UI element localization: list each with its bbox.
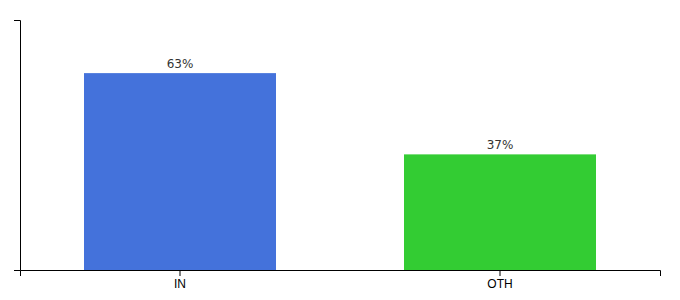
data-labels: 63% 37% <box>167 57 514 152</box>
x-tick-label: IN <box>174 277 186 291</box>
x-axis-line <box>21 271 661 277</box>
x-tick: OTH <box>487 270 512 291</box>
x-tick-label: OTH <box>487 277 512 291</box>
y-axis-line <box>14 21 21 271</box>
x-tick-mark <box>500 270 501 276</box>
x-tick-mark <box>180 270 181 276</box>
bar <box>84 73 276 270</box>
y-axis <box>14 21 21 271</box>
data-label: 63% <box>167 57 194 71</box>
x-tick: IN <box>174 270 186 291</box>
bar <box>404 154 596 270</box>
bars <box>84 73 596 270</box>
plot: 63% 37% IN OTH <box>14 21 661 291</box>
chart: 63% 37% IN OTH <box>0 0 680 300</box>
x-axis: IN OTH <box>21 270 661 291</box>
data-label: 37% <box>487 138 514 152</box>
